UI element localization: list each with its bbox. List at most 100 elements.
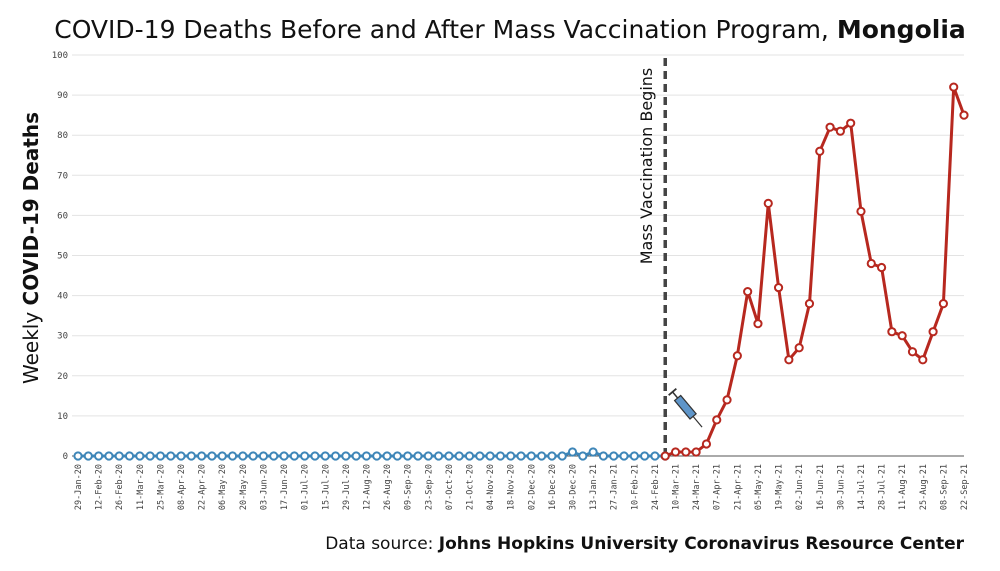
syringe-icon-plunger (671, 391, 679, 399)
x-tick-label: 18-Nov-20 (507, 464, 517, 510)
y-tick-label: 50 (57, 252, 68, 262)
data-point (578, 451, 588, 461)
x-tick-label: 08-Apr-20 (177, 464, 187, 510)
x-tick-label: 07-Oct-20 (445, 464, 455, 510)
x-tick-label: 11-Aug-21 (898, 464, 908, 510)
chart-title: COVID-19 Deaths Before and After Mass Va… (54, 15, 966, 44)
data-point (330, 451, 341, 461)
data-point (124, 451, 135, 461)
data-point (784, 355, 794, 365)
data-point (444, 451, 454, 461)
x-tick-label: 24-Feb-21 (651, 464, 661, 510)
data-point (186, 451, 196, 461)
syringe-icon (668, 388, 703, 428)
data-point (670, 447, 681, 457)
gridlines (72, 54, 964, 457)
x-tick-label: 07-Apr-21 (713, 464, 723, 510)
data-point (495, 451, 505, 461)
data-point (897, 331, 907, 341)
data-point (526, 451, 536, 461)
y-axis-label-prefix: Weekly (19, 305, 43, 384)
x-tick-label: 24-Mar-21 (692, 464, 702, 510)
y-tick-label: 60 (57, 211, 68, 221)
x-tick-label: 02-Jun-21 (795, 464, 805, 510)
data-point (763, 198, 773, 208)
x-tick-label: 03-Jun-20 (259, 464, 269, 510)
x-tick-label: 14-Jul-21 (857, 464, 867, 510)
y-tick-label: 100 (52, 51, 68, 61)
x-tick-label: 21-Oct-20 (465, 464, 475, 510)
y-axis-label: Weekly COVID-19 Deaths (19, 112, 43, 384)
x-tick-label: 22-Sep-21 (960, 464, 970, 510)
data-point (938, 299, 948, 309)
data-point (114, 451, 124, 461)
x-tick-label: 13-Jan-21 (589, 464, 599, 510)
data-point (825, 122, 835, 132)
data-point (887, 327, 897, 337)
data-point (464, 451, 475, 461)
data-point (166, 451, 176, 461)
data-point (619, 451, 629, 461)
x-tick-label: 30-Jun-21 (836, 464, 846, 510)
data-point (732, 351, 742, 361)
data-point (918, 355, 928, 365)
x-tick-label: 08-Sep-21 (939, 464, 949, 510)
data-point (701, 439, 712, 449)
data-point (361, 451, 372, 461)
data-point (629, 451, 639, 461)
data-point (269, 451, 279, 461)
data-point (815, 146, 825, 156)
y-tick-label: 30 (57, 332, 68, 342)
data-point (145, 451, 155, 461)
data-point (73, 451, 83, 461)
x-tick-label: 27-Jan-21 (610, 464, 620, 510)
x-tick-label: 15-Jul-20 (321, 464, 331, 510)
data-point (248, 451, 258, 461)
data-point (320, 451, 330, 461)
syringe-icon-plunger-cap (668, 388, 677, 396)
data-point (547, 451, 557, 461)
x-tick-label: 29-Jul-20 (342, 464, 352, 510)
chart-title-country: Mongolia (837, 15, 966, 44)
data-point (609, 451, 619, 461)
x-tick-label: 04-Nov-20 (486, 464, 496, 510)
data-point (104, 451, 114, 461)
x-tick-label: 28-Jul-21 (878, 464, 888, 510)
series-line-2 (664, 85, 966, 458)
data-point (949, 82, 959, 92)
data-point (217, 451, 227, 461)
data-point (640, 451, 650, 461)
data-source-prefix: Data source: (325, 534, 439, 554)
y-tick-label: 90 (57, 91, 68, 101)
x-tick-label: 19-May-21 (775, 464, 785, 510)
data-point (289, 451, 299, 461)
y-tick-label: 40 (57, 292, 68, 302)
data-point (907, 347, 918, 357)
data-point (835, 126, 845, 136)
data-point (372, 451, 382, 461)
x-tick-label: 29-Jan-20 (74, 464, 84, 510)
data-point (712, 415, 722, 425)
data-point (537, 451, 547, 461)
data-point (310, 451, 320, 461)
data-point (691, 447, 701, 457)
vaccination-label: Mass Vaccination Begins (637, 68, 656, 265)
x-tick-label: 09-Sep-20 (404, 464, 414, 510)
data-point (238, 451, 248, 461)
data-point (423, 451, 433, 461)
data-point (94, 451, 104, 461)
data-point (454, 451, 464, 461)
data-point (197, 451, 207, 461)
data-point (598, 451, 609, 461)
data-point (135, 451, 145, 461)
y-axis-ticks: 0 10 20 30 40 50 60 70 80 90 100 (52, 51, 68, 462)
data-point (804, 299, 815, 309)
data-point (227, 451, 238, 461)
data-point (83, 451, 93, 461)
data-point (155, 451, 166, 461)
x-tick-label: 12-Feb-20 (95, 464, 105, 510)
series-line-1 (78, 450, 666, 458)
syringe-icon-needle (692, 416, 703, 428)
y-tick-label: 0 (63, 452, 68, 462)
x-tick-label: 25-Mar-20 (156, 464, 166, 510)
